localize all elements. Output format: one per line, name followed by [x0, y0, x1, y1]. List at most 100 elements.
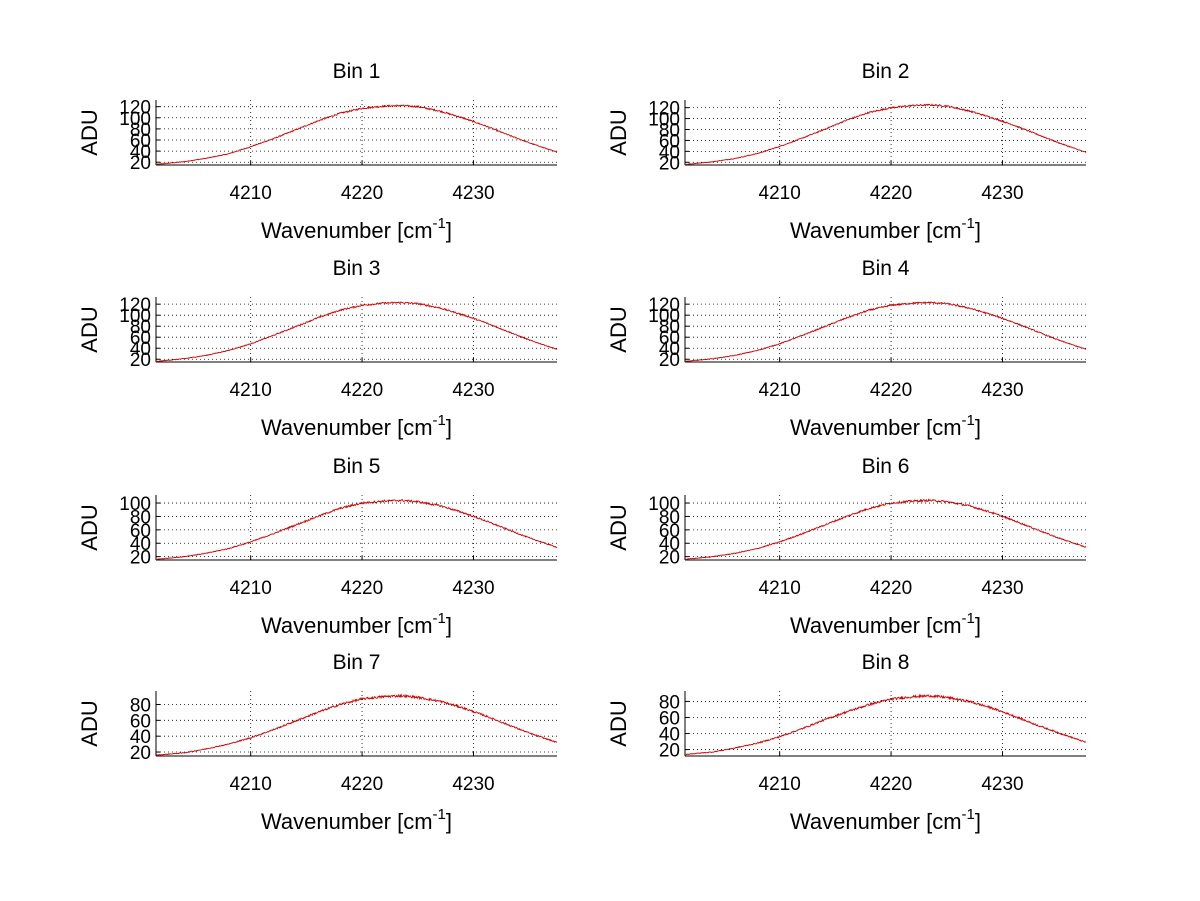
x-axis-label: Wavenumber [cm-1]: [261, 215, 452, 243]
x-axis-label-superscript: -1: [433, 412, 446, 429]
y-tick-label: 120: [648, 99, 680, 120]
y-axis-label: ADU: [606, 504, 631, 550]
x-tick-label: 4220: [870, 380, 912, 401]
panel-title: Bin 7: [333, 651, 381, 674]
x-axis-label: Wavenumber [cm-1]: [790, 806, 981, 834]
y-tick-label: 80: [130, 507, 151, 528]
x-axis-label-main: Wavenumber [cm: [261, 218, 433, 243]
y-tick-label: 20: [659, 548, 680, 569]
x-tick-label: 4220: [870, 774, 912, 795]
panel-title: Bin 8: [862, 651, 910, 674]
x-axis-label: Wavenumber [cm-1]: [790, 412, 981, 440]
x-tick-label: 4220: [341, 183, 383, 204]
y-tick-label: 100: [648, 494, 680, 515]
y-tick-label: 120: [119, 98, 151, 119]
panel-title: Bin 2: [862, 60, 910, 83]
x-tick-label: 4220: [341, 774, 383, 795]
y-tick-label: 40: [659, 142, 680, 163]
x-tick-label: 4210: [759, 183, 801, 204]
y-axis-label: ADU: [606, 700, 631, 746]
spectrum-line: [155, 693, 558, 757]
y-tick-label: 20: [130, 548, 151, 569]
x-axis-label-main: Wavenumber [cm: [790, 613, 962, 638]
panel-title: Bin 5: [333, 455, 381, 478]
spectrum-line: [155, 301, 558, 362]
y-tick-label: 60: [659, 328, 680, 349]
y-tick-label: 20: [130, 743, 151, 764]
x-tick-label: 4230: [452, 380, 494, 401]
x-axis-label-main: Wavenumber [cm: [790, 218, 962, 243]
y-axis-label: ADU: [606, 306, 631, 352]
x-axis-label-bracket: ]: [446, 218, 452, 243]
x-axis-label-main: Wavenumber [cm: [261, 415, 433, 440]
y-tick-label: 20: [659, 153, 680, 174]
x-axis-label: Wavenumber [cm-1]: [261, 806, 452, 834]
y-tick-label: 20: [659, 741, 680, 762]
y-tick-label: 40: [659, 725, 680, 746]
y-tick-label: 60: [659, 708, 680, 729]
spectrum-line: [684, 301, 1087, 362]
spectrum-line: [684, 498, 1087, 560]
y-tick-label: 100: [119, 306, 151, 327]
y-axis-label: ADU: [77, 504, 102, 550]
x-tick-label: 4230: [981, 183, 1023, 204]
y-tick-label: 40: [130, 727, 151, 748]
y-tick-label: 80: [659, 692, 680, 713]
x-tick-label: 4230: [981, 578, 1023, 599]
x-axis-label-superscript: -1: [962, 412, 975, 429]
y-tick-label: 60: [659, 521, 680, 542]
x-axis-label: Wavenumber [cm-1]: [261, 610, 452, 638]
y-axis-label: ADU: [77, 306, 102, 352]
y-tick-label: 100: [648, 110, 680, 131]
x-axis-label-bracket: ]: [446, 809, 452, 834]
x-axis-label-superscript: -1: [962, 215, 975, 232]
x-axis-label-main: Wavenumber [cm: [261, 809, 433, 834]
x-tick-label: 4230: [452, 774, 494, 795]
y-tick-label: 40: [659, 534, 680, 555]
x-tick-label: 4220: [870, 578, 912, 599]
x-axis-label-superscript: -1: [433, 215, 446, 232]
x-axis-label-superscript: -1: [962, 610, 975, 627]
x-tick-label: 4230: [981, 380, 1023, 401]
x-tick-label: 4210: [230, 774, 272, 795]
x-tick-label: 4210: [759, 380, 801, 401]
x-axis-label-bracket: ]: [446, 613, 452, 638]
x-tick-label: 4210: [230, 380, 272, 401]
x-tick-label: 4210: [759, 578, 801, 599]
y-tick-label: 100: [648, 306, 680, 327]
x-axis-label: Wavenumber [cm-1]: [790, 610, 981, 638]
spectrum-line: [155, 499, 558, 560]
y-tick-label: 40: [130, 142, 151, 163]
x-axis-label: Wavenumber [cm-1]: [261, 412, 452, 440]
x-tick-label: 4220: [341, 578, 383, 599]
y-tick-label: 60: [130, 711, 151, 732]
y-tick-label: 80: [130, 695, 151, 716]
y-tick-label: 80: [130, 317, 151, 338]
y-axis-label: ADU: [77, 700, 102, 746]
y-tick-label: 120: [119, 295, 151, 316]
x-axis-label-bracket: ]: [975, 415, 981, 440]
y-tick-label: 80: [659, 507, 680, 528]
y-tick-label: 120: [648, 295, 680, 316]
x-tick-label: 4230: [981, 774, 1023, 795]
x-axis-label: Wavenumber [cm-1]: [790, 215, 981, 243]
x-axis-label-bracket: ]: [446, 415, 452, 440]
y-tick-label: 60: [130, 521, 151, 542]
x-tick-label: 4220: [341, 380, 383, 401]
y-tick-label: 100: [119, 109, 151, 130]
y-tick-label: 100: [119, 494, 151, 515]
panel-title: Bin 3: [333, 257, 381, 280]
y-tick-label: 20: [130, 153, 151, 174]
x-axis-label-bracket: ]: [975, 218, 981, 243]
y-tick-label: 60: [130, 131, 151, 152]
y-tick-label: 40: [659, 339, 680, 360]
y-axis-label: ADU: [606, 109, 631, 155]
y-tick-label: 80: [659, 317, 680, 338]
